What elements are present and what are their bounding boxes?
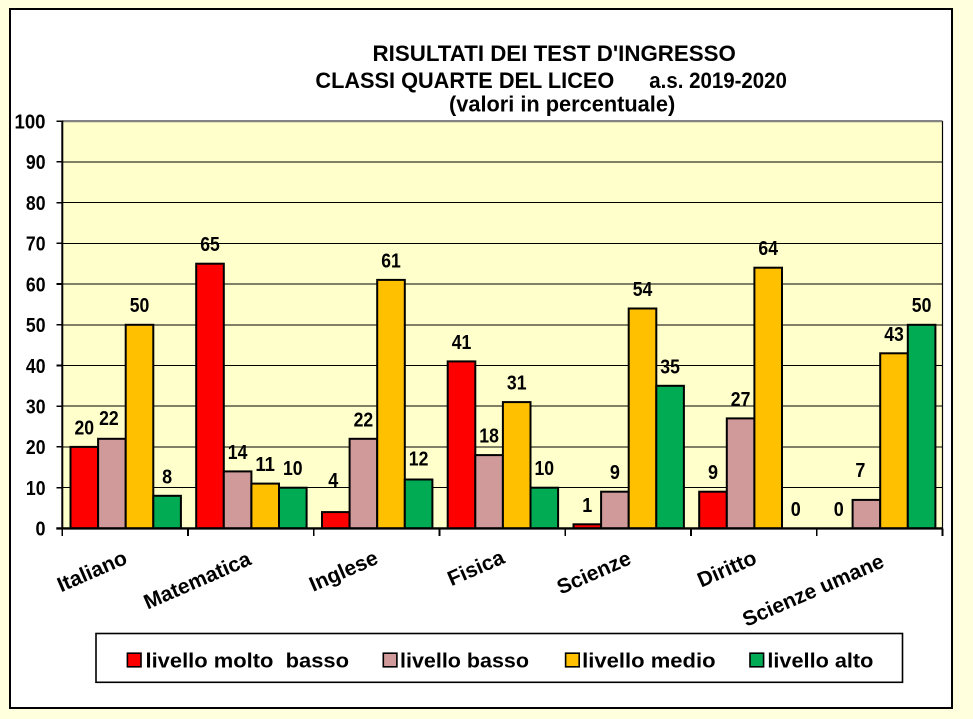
svg-text:12: 12 (409, 449, 429, 471)
svg-text:61: 61 (381, 250, 401, 272)
svg-text:18: 18 (479, 426, 499, 448)
svg-text:35: 35 (660, 356, 680, 378)
svg-text:50: 50 (26, 315, 46, 337)
svg-text:4: 4 (328, 470, 339, 492)
svg-text:9: 9 (708, 462, 718, 484)
svg-text:20: 20 (75, 417, 95, 439)
svg-text:22: 22 (354, 409, 374, 431)
svg-text:60: 60 (26, 274, 46, 296)
svg-text:80: 80 (26, 193, 46, 215)
svg-text:30: 30 (26, 397, 46, 419)
svg-text:9: 9 (610, 462, 620, 484)
svg-text:CLASSI QUARTE DEL LICEO: CLASSI QUARTE DEL LICEO (315, 68, 614, 93)
svg-text:43: 43 (884, 324, 904, 346)
svg-text:10: 10 (283, 458, 303, 480)
svg-text:11: 11 (255, 454, 275, 476)
svg-text:22: 22 (99, 408, 119, 430)
svg-text:livello molto basso: livello molto basso (146, 651, 350, 673)
svg-text:1: 1 (582, 495, 592, 517)
svg-text:20: 20 (26, 437, 46, 459)
svg-text:(valori in percentuale): (valori in percentuale) (449, 92, 675, 117)
svg-text:0: 0 (36, 519, 46, 541)
svg-text:14: 14 (228, 442, 248, 464)
svg-text:31: 31 (507, 373, 527, 395)
svg-text:40: 40 (26, 356, 46, 378)
svg-text:54: 54 (633, 279, 653, 301)
svg-text:0: 0 (791, 499, 801, 521)
svg-text:65: 65 (200, 234, 220, 256)
svg-text:50: 50 (130, 295, 150, 317)
svg-text:livello alto: livello alto (767, 651, 873, 673)
svg-text:RISULTATI DEI TEST D'INGRESSO: RISULTATI DEI TEST D'INGRESSO (373, 41, 736, 66)
svg-text:a.s. 2019-2020: a.s. 2019-2020 (649, 68, 787, 93)
svg-text:41: 41 (452, 332, 472, 354)
svg-text:70: 70 (26, 234, 46, 256)
svg-text:27: 27 (731, 389, 751, 411)
svg-text:10: 10 (535, 458, 555, 480)
svg-text:livello basso: livello basso (400, 651, 529, 673)
svg-text:7: 7 (855, 460, 865, 482)
svg-text:10: 10 (26, 478, 46, 500)
svg-text:livello medio: livello medio (582, 651, 715, 673)
svg-text:0: 0 (834, 499, 844, 521)
svg-text:64: 64 (758, 238, 778, 260)
svg-text:8: 8 (162, 466, 172, 488)
svg-text:90: 90 (26, 152, 46, 174)
svg-text:50: 50 (912, 295, 932, 317)
svg-text:100: 100 (15, 111, 46, 133)
